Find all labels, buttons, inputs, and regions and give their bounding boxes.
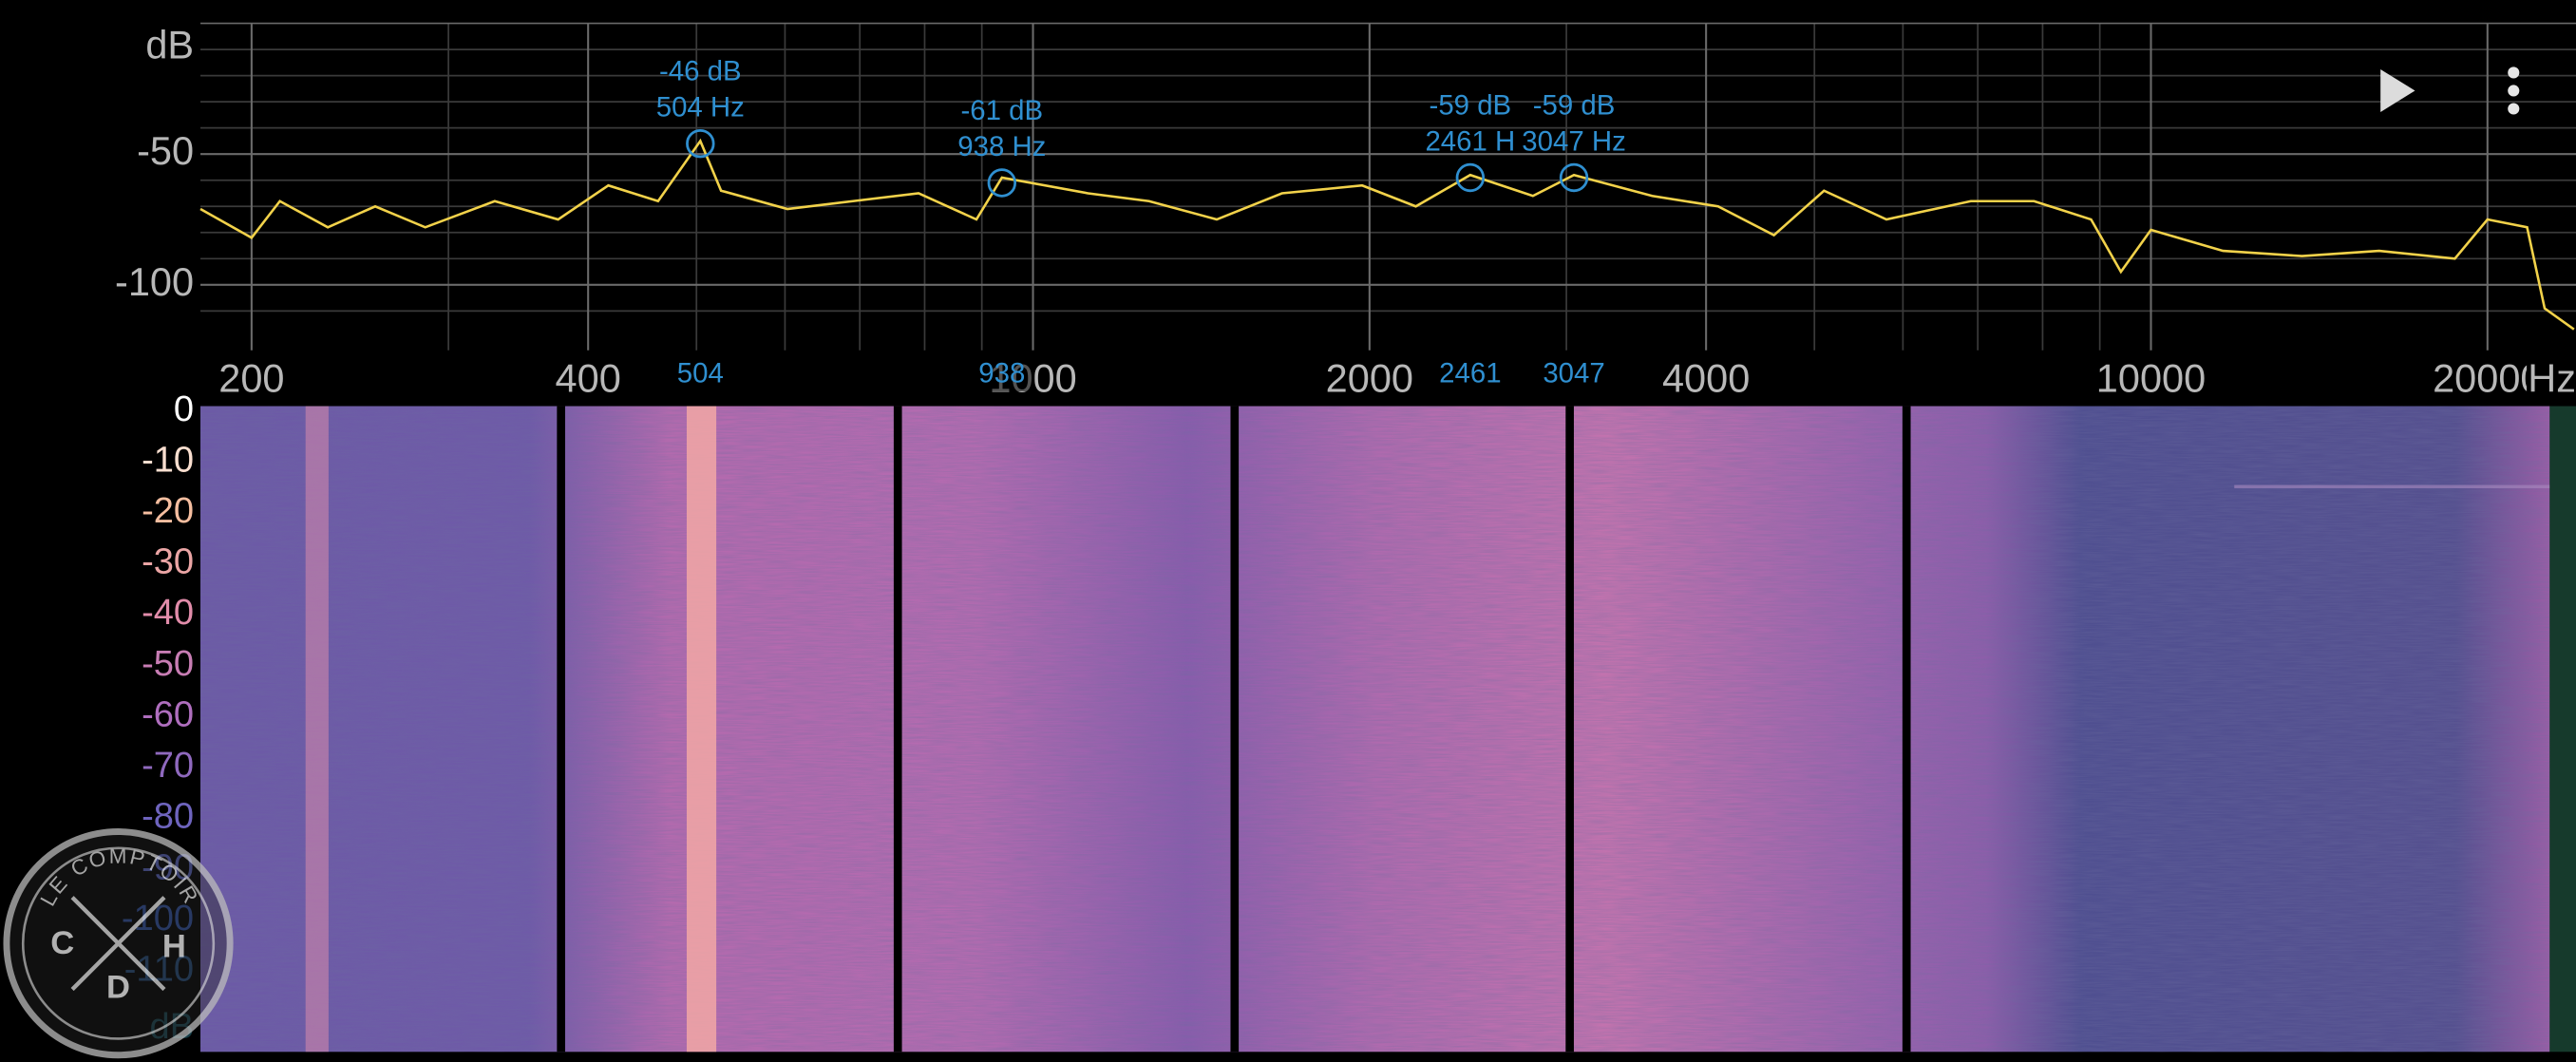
peak-frequency-label: 938 Hz: [957, 131, 1046, 162]
peak-axis-label: 938: [978, 357, 1025, 389]
play-button[interactable]: [2380, 68, 2415, 112]
x-tick-label: 400: [556, 356, 621, 401]
spectrogram-dividers: [557, 406, 1911, 1053]
peak-marker: [987, 168, 1017, 198]
y-tick-label: -50: [137, 128, 194, 173]
x-tick-label: 2000: [1326, 356, 1413, 401]
spectrogram-line: [2234, 484, 2550, 489]
peak-frequency-label: 2461 H: [1425, 125, 1515, 157]
divider: [1565, 406, 1574, 1053]
x-tick-label: 10000: [2096, 356, 2206, 401]
menu-dot[interactable]: [2508, 66, 2520, 79]
peak-frequency-label: 504 Hz: [656, 92, 745, 123]
divider: [557, 406, 565, 1053]
peak-level-label: -61 dB: [961, 95, 1044, 126]
peak-level-label: -59 dB: [1430, 89, 1512, 121]
colorbar-label: 0: [174, 389, 194, 429]
peak-marker: [1455, 162, 1486, 193]
menu-dot[interactable]: [2508, 103, 2520, 115]
colorbar-label: -60: [142, 694, 194, 734]
peak-axis-label: 504: [677, 357, 724, 389]
divider: [1902, 406, 1911, 1053]
colorbar-label: -50: [142, 644, 194, 684]
peak-axis-backdrop: [1437, 354, 1504, 391]
divider: [893, 406, 902, 1053]
spectrogram-texture: [200, 406, 2550, 1053]
spectrum-plot: -50-1002004001000200040001000020000dBHz-…: [115, 22, 2576, 405]
watermark-letter: D: [106, 970, 130, 1006]
peak-marker: [686, 128, 715, 159]
peak-frequency-label: 3047 Hz: [1522, 125, 1625, 157]
x-unit-backdrop: [2527, 358, 2576, 405]
spectrogram-band: [686, 406, 717, 1053]
colorbar-label: -80: [142, 797, 194, 837]
colorbar-label: -20: [142, 491, 194, 531]
colorbar-label: -70: [142, 746, 194, 786]
spectrum-trace: [199, 138, 2575, 331]
peak-level-label: -59 dB: [1533, 89, 1616, 121]
peak-axis-backdrop: [667, 354, 733, 391]
peak-axis-label: 3047: [1543, 357, 1604, 389]
colorbar-label: -40: [142, 593, 194, 633]
peak-axis-backdrop: [969, 354, 1035, 391]
watermark-arrow: [70, 896, 166, 992]
peak-marker: [1559, 162, 1589, 193]
spectrogram: [200, 406, 2576, 1053]
colorbar-label: -10: [142, 440, 194, 480]
watermark: LE COMPTOIR C H D: [3, 828, 234, 1059]
menu-button[interactable]: [2508, 66, 2520, 115]
colorbar-label: -30: [142, 542, 194, 582]
divider: [1230, 406, 1240, 1053]
watermark-letter: C: [50, 925, 74, 961]
x-tick-label: 4000: [1662, 356, 1750, 401]
y-tick-label: -100: [115, 259, 194, 304]
x-tick-label: 20000: [2433, 356, 2542, 401]
spectrogram-edge: [2549, 406, 2576, 1053]
watermark-ring: [21, 846, 216, 1040]
x-unit-label: Hz: [2528, 356, 2576, 401]
y-unit-label: dB: [145, 22, 194, 66]
x-tick-label: 200: [218, 356, 284, 401]
peak-level-label: -46 dB: [659, 56, 742, 87]
watermark-letter: H: [162, 928, 186, 964]
peak-axis-backdrop: [1541, 354, 1607, 391]
play-icon[interactable]: [2380, 68, 2415, 112]
menu-dot[interactable]: [2508, 85, 2520, 97]
spectrogram-band: [305, 406, 329, 1053]
peak-axis-label: 2461: [1439, 357, 1501, 389]
